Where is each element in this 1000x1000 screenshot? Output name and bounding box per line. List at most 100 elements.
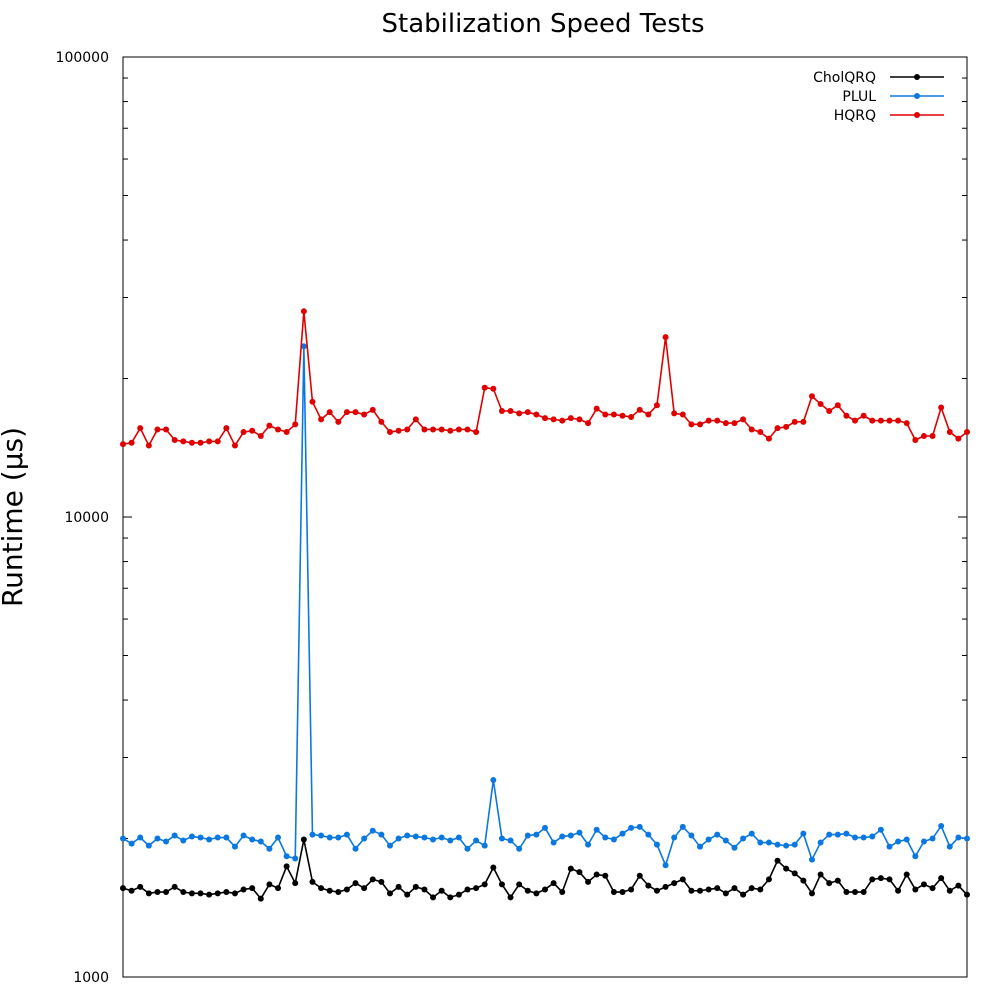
data-point	[774, 841, 781, 848]
legend-swatch-marker	[914, 93, 920, 99]
data-point	[128, 840, 135, 847]
data-point	[946, 887, 953, 894]
data-point	[671, 410, 678, 417]
data-point	[386, 890, 393, 897]
data-point	[955, 882, 962, 889]
data-point	[619, 412, 626, 419]
data-point	[895, 838, 902, 845]
data-point	[869, 876, 876, 883]
data-point	[404, 891, 411, 898]
data-point	[774, 425, 781, 432]
data-point	[369, 876, 376, 883]
data-point	[361, 411, 368, 418]
data-point	[955, 834, 962, 841]
data-point	[679, 411, 686, 418]
data-point	[516, 881, 523, 888]
legend-item-plul: PLUL	[842, 89, 944, 105]
data-point	[137, 883, 144, 890]
data-point	[404, 426, 411, 433]
data-point	[438, 426, 445, 433]
data-point	[455, 891, 462, 898]
data-point	[206, 438, 213, 445]
legend-item-hqrq: HQRQ	[834, 108, 944, 124]
data-point	[412, 833, 419, 840]
data-point	[826, 407, 833, 414]
legend-item-cholqrq: CholQRQ	[813, 70, 944, 86]
data-point	[791, 418, 798, 425]
data-point	[120, 441, 126, 448]
data-point	[748, 426, 755, 433]
data-point	[912, 853, 919, 860]
data-point	[895, 887, 902, 894]
data-point	[154, 889, 161, 896]
legend: CholQRQ PLUL HQRQ	[813, 70, 944, 124]
data-point	[955, 435, 962, 442]
data-point	[722, 890, 729, 897]
data-point	[481, 842, 488, 849]
data-point	[507, 894, 514, 901]
data-point	[920, 433, 927, 439]
data-point	[361, 835, 368, 842]
data-point	[808, 393, 815, 400]
data-point	[722, 837, 729, 844]
data-point	[714, 831, 721, 838]
data-point	[929, 433, 936, 439]
data-point	[180, 889, 187, 896]
data-point	[300, 343, 307, 350]
data-point	[335, 418, 342, 425]
data-point	[498, 835, 505, 842]
data-point	[223, 889, 230, 896]
data-point	[326, 409, 333, 416]
data-point	[516, 845, 523, 852]
data-point	[946, 429, 953, 436]
data-point	[257, 895, 264, 902]
data-point	[679, 876, 686, 883]
data-point	[318, 832, 325, 839]
chart-title: Stabilization Speed Tests	[382, 9, 705, 39]
data-point	[671, 834, 678, 841]
data-point	[180, 438, 187, 445]
data-point	[206, 836, 213, 843]
data-point	[585, 878, 592, 885]
data-point	[783, 842, 790, 849]
data-point	[920, 838, 927, 845]
data-point	[610, 889, 617, 896]
data-point	[335, 889, 342, 896]
data-point	[283, 429, 290, 436]
legend-swatch-marker	[914, 112, 920, 118]
data-point	[679, 823, 686, 830]
data-point	[206, 891, 213, 898]
data-point	[912, 886, 919, 893]
data-point	[662, 883, 669, 890]
data-point	[765, 435, 772, 442]
data-point	[352, 409, 359, 416]
data-point	[576, 829, 583, 836]
data-point	[464, 426, 471, 433]
data-point	[240, 886, 247, 893]
data-point	[705, 886, 712, 893]
data-point	[886, 843, 893, 850]
data-point	[765, 839, 772, 846]
data-point	[292, 421, 299, 428]
data-point	[834, 831, 841, 838]
data-point	[964, 429, 970, 436]
data-point	[602, 872, 609, 879]
data-point	[938, 404, 945, 411]
data-point	[585, 420, 592, 427]
data-point	[533, 890, 540, 897]
series-line	[122, 310, 968, 447]
data-point	[610, 836, 617, 843]
data-point	[171, 832, 178, 839]
data-point	[808, 890, 815, 897]
data-point	[800, 877, 807, 884]
data-point	[903, 871, 910, 878]
data-point	[774, 857, 781, 864]
data-point	[731, 885, 738, 892]
data-point	[843, 412, 850, 419]
data-point	[154, 835, 161, 842]
data-point	[266, 422, 273, 429]
data-point	[697, 843, 704, 850]
data-point	[964, 835, 970, 842]
data-point	[757, 839, 764, 846]
data-point	[145, 442, 152, 449]
